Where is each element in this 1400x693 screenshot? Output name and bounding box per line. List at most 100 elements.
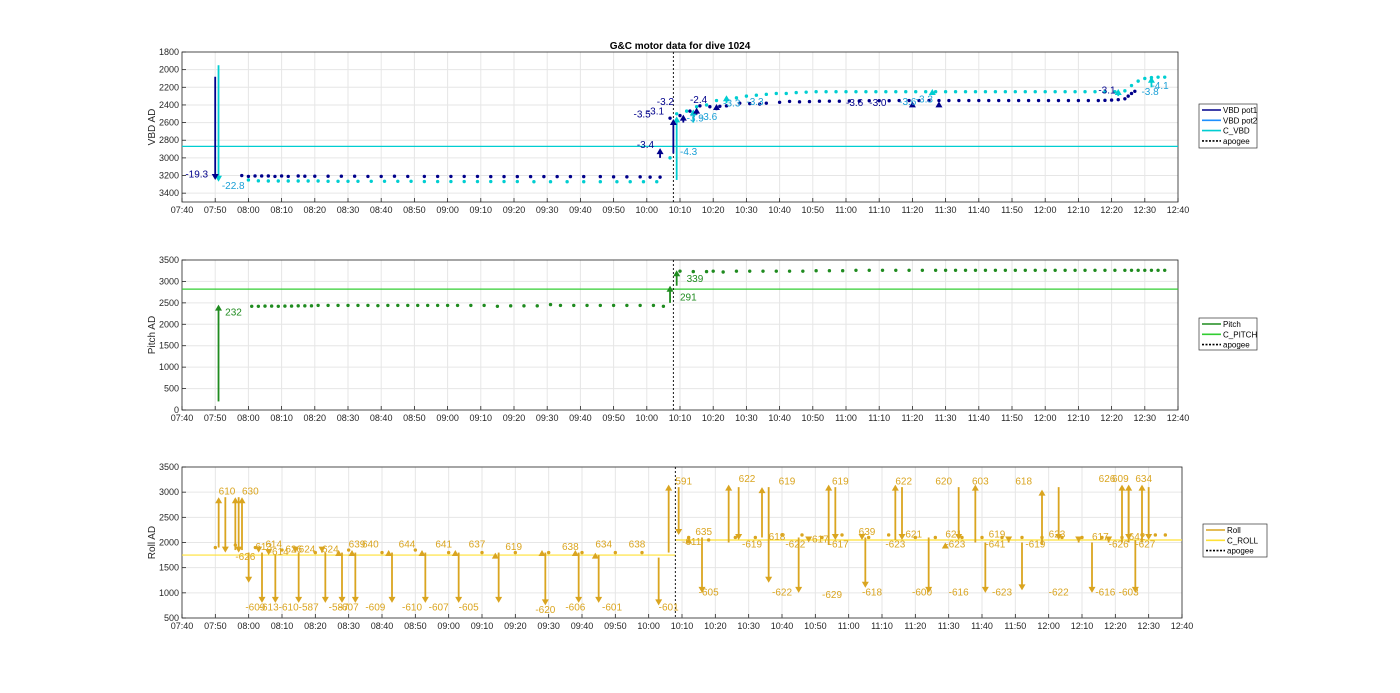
vbd-pot1-point	[668, 116, 672, 120]
vbd-pot2-point	[276, 179, 280, 183]
roll-arrow-down-head	[351, 596, 359, 603]
vbd-pot1-point	[1103, 98, 1107, 103]
vbd-pot1-point	[1016, 98, 1021, 103]
roll-arrow-up-head	[971, 484, 979, 491]
pitch-point	[296, 304, 300, 308]
y-tick-label: 2600	[159, 118, 179, 128]
x-tick-label: 11:50	[1001, 413, 1023, 423]
roll-data-label: 610	[219, 487, 236, 498]
x-tick-label: 10:30	[737, 621, 760, 631]
x-tick-label: 12:30	[1134, 413, 1157, 423]
panel-vbd: 07:40 07:50 08:00 08:10 08:20 08:30 08:40 08:50…	[147, 47, 1258, 215]
roll-arrow-down-head	[735, 533, 743, 540]
vbd-pot1-arrow-head	[679, 114, 687, 121]
vbd-data-label: -3.0	[869, 98, 887, 109]
pitch-point	[953, 268, 958, 272]
roll-data-label: -611	[682, 537, 702, 548]
pitch-point	[651, 303, 656, 308]
roll-data-label: -618	[862, 587, 882, 598]
x-tick-label: 08:30	[337, 205, 360, 215]
vbd-pot1-point	[1046, 98, 1051, 103]
roll-data-label: -610	[402, 602, 422, 613]
x-tick-label: 08:00	[237, 413, 260, 423]
roll-data-label: 639	[859, 527, 876, 538]
vbd-pot1-point	[582, 174, 586, 179]
vbd-data-label: -3.3	[916, 94, 934, 105]
roll-arrow-down-head	[831, 533, 839, 540]
roll-data-label: -614	[269, 547, 289, 558]
pitch-point	[455, 303, 460, 308]
roll-point	[866, 535, 871, 540]
roll-arrow-down-head	[955, 533, 963, 540]
x-tick-label: 10:40	[768, 205, 791, 215]
roll-arrow-down-head	[245, 576, 253, 583]
pitch-point	[801, 269, 805, 273]
roll-data-label: -619	[742, 540, 762, 551]
vbd-pot1-point	[678, 113, 682, 118]
vbd-pot1-point	[708, 105, 712, 109]
vbd-pot1-point	[724, 104, 729, 108]
x-tick-label: 12:20	[1100, 205, 1123, 215]
pitch-point	[1053, 268, 1057, 272]
pitch-point	[336, 303, 340, 308]
roll-data-label: -617	[829, 540, 849, 551]
vbd-pot1-point	[449, 174, 453, 179]
vbd-pot1-point	[1133, 89, 1137, 93]
x-tick-label: 09:10	[470, 205, 493, 215]
roll-point	[933, 535, 938, 540]
roll-data-label: 637	[469, 540, 486, 551]
roll-arrow-up-head	[291, 546, 299, 553]
vbd-pot1-point	[611, 175, 616, 179]
y-axis-label: Roll AD	[147, 526, 158, 559]
roll-point	[1020, 535, 1024, 540]
vbd-pot1-point	[748, 101, 752, 106]
roll-arrow-up-head	[1038, 489, 1046, 496]
pitch-arrow-head	[673, 270, 681, 277]
vbd-data-label: -3.2	[657, 97, 675, 108]
vbd-pot1-point	[907, 98, 911, 103]
vbd-pot2-point	[744, 94, 749, 98]
vbd-pot1-point	[266, 174, 271, 178]
roll-arrow-up-head	[1105, 536, 1113, 543]
y-axis-label: VBD AD	[147, 109, 158, 146]
y-tick-label: 1000	[159, 362, 179, 372]
vbd-pot1-point	[1096, 98, 1101, 103]
pitch-point	[827, 269, 832, 273]
pitch-point	[993, 268, 998, 272]
x-tick-label: 08:00	[237, 205, 260, 215]
pitch-point	[721, 270, 725, 274]
x-tick-label: 09:30	[536, 413, 559, 423]
y-tick-label: 500	[164, 384, 179, 394]
legend-label: C_ROLL	[1227, 536, 1259, 545]
vbd-pot1-point	[1123, 97, 1127, 101]
vbd-pot2-point	[462, 179, 466, 184]
pitch-data-label: 291	[680, 293, 697, 304]
vbd-data-label: -3.1	[1098, 85, 1116, 96]
pitch-point	[1093, 268, 1097, 272]
vbd-pot2-point	[704, 103, 709, 107]
vbd-pot2-point	[615, 180, 619, 184]
roll-arrow-up-head	[238, 497, 246, 504]
pitch-point	[263, 304, 267, 308]
roll-point	[820, 535, 824, 540]
x-tick-label: 09:00	[436, 413, 459, 423]
vbd-pot2-point	[923, 90, 928, 94]
roll-arrow-up-head	[805, 536, 813, 543]
roll-point	[1000, 535, 1004, 540]
pitch-point	[572, 303, 576, 308]
roll-arrow-up-head	[255, 546, 263, 553]
vbd-pot2-point	[933, 90, 938, 94]
vbd-pot2-point	[864, 90, 868, 94]
roll-data-label: 626	[1099, 474, 1116, 485]
x-tick-label: 08:50	[404, 621, 427, 631]
x-tick-label: 10:10	[671, 621, 694, 631]
vbd-pot2-point	[409, 179, 413, 183]
x-tick-label: 11:00	[835, 413, 857, 423]
roll-data-label: 626	[285, 545, 302, 556]
x-tick-label: 08:20	[304, 205, 327, 215]
pitch-point	[435, 303, 440, 308]
y-tick-label: 2000	[159, 538, 179, 548]
vbd-pot1-point	[542, 174, 546, 179]
vbd-pot1-point	[1076, 98, 1081, 103]
pitch-point	[1149, 268, 1154, 272]
